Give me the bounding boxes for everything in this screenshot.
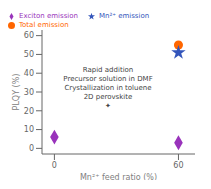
- svg-text:60: 60: [24, 31, 34, 40]
- html-text:Total emission: Total emission: [19, 21, 69, 29]
- html-text:Crystallization in toluene: Crystallization in toluene: [64, 84, 152, 92]
- svg-text:40: 40: [24, 69, 34, 78]
- svg-text:0: 0: [29, 144, 34, 153]
- svg-text:30: 30: [24, 88, 34, 97]
- html-text:Exciton emission: Exciton emission: [19, 12, 78, 20]
- html-text:Rapid addition: Rapid addition: [82, 66, 134, 74]
- svg-text:60: 60: [173, 161, 183, 170]
- html-text:2D perovskite: 2D perovskite: [83, 93, 133, 101]
- svg-text:PLQY (%): PLQY (%): [12, 74, 21, 111]
- html-text:Mn²⁺ emission: Mn²⁺ emission: [99, 12, 150, 20]
- svg-text:20: 20: [24, 107, 34, 116]
- svg-text:0: 0: [52, 161, 57, 170]
- svg-text:50: 50: [24, 50, 34, 59]
- html-text:Precursor solution in DMF: Precursor solution in DMF: [63, 75, 153, 83]
- svg-text:10: 10: [24, 125, 34, 134]
- svg-text:Mn²⁺ feed ratio (%): Mn²⁺ feed ratio (%): [80, 173, 157, 180]
